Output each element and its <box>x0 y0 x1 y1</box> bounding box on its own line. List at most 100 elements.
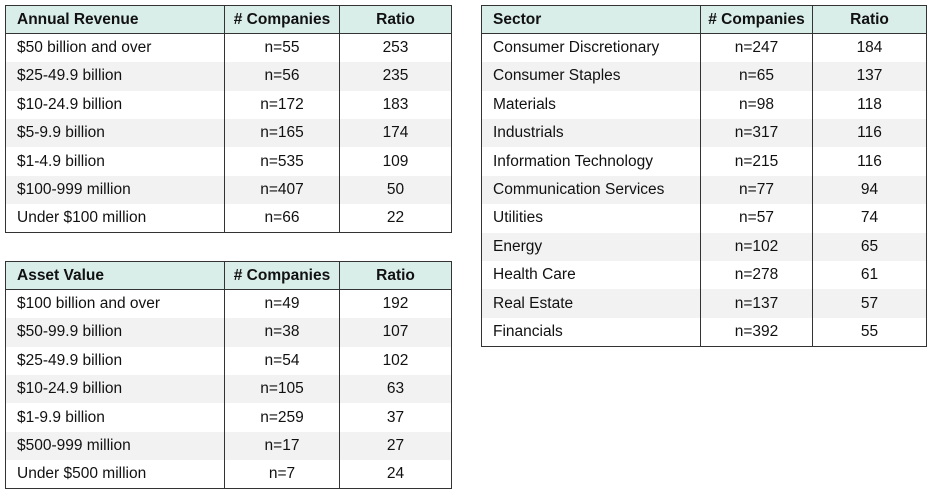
ratio-cell: 183 <box>339 90 452 120</box>
category-cell: Under $500 million <box>5 460 225 490</box>
header-category: Sector <box>481 4 701 35</box>
ratio-cell: 24 <box>339 460 452 490</box>
companies-cell: n=278 <box>700 261 813 290</box>
table-row: Utilities n=57 74 <box>481 204 927 233</box>
table-row: Energy n=102 65 <box>481 232 927 262</box>
table-row: Materials n=98 118 <box>481 90 927 120</box>
ratio-cell: 37 <box>339 403 452 432</box>
ratio-cell: 253 <box>339 33 452 63</box>
ratio-cell: 57 <box>812 289 927 318</box>
header-companies: # Companies <box>224 260 340 291</box>
category-cell: Materials <box>481 90 701 120</box>
companies-cell: n=66 <box>224 204 340 234</box>
ratio-cell: 137 <box>812 62 927 91</box>
header-category: Annual Revenue <box>5 4 225 35</box>
asset-value-table: Asset Value # Companies Ratio $100 billion … <box>5 260 452 490</box>
companies-cell: n=57 <box>700 204 813 233</box>
table-header-row: Sector # Companies Ratio <box>481 4 927 35</box>
category-cell: $5-9.9 billion <box>5 119 225 148</box>
ratio-cell: 27 <box>339 431 452 461</box>
ratio-cell: 50 <box>339 175 452 205</box>
ratio-cell: 22 <box>339 204 452 234</box>
category-cell: Real Estate <box>481 289 701 318</box>
category-cell: $500-999 million <box>5 431 225 461</box>
table-row: Information Technology n=215 116 <box>481 147 927 176</box>
table-row: $1-9.9 billion n=259 37 <box>5 403 452 432</box>
category-cell: $50-99.9 billion <box>5 318 225 347</box>
ratio-cell: 55 <box>812 317 927 347</box>
category-cell: $100-999 million <box>5 175 225 205</box>
header-ratio: Ratio <box>339 260 452 291</box>
category-cell: Industrials <box>481 119 701 148</box>
companies-cell: n=137 <box>700 289 813 318</box>
table-row: $10-24.9 billion n=172 183 <box>5 90 452 120</box>
table-row: Health Care n=278 61 <box>481 261 927 290</box>
table-row: $50 billion and over n=55 253 <box>5 33 452 63</box>
companies-cell: n=7 <box>224 460 340 490</box>
companies-cell: n=105 <box>224 375 340 404</box>
table-row: Under $100 million n=66 22 <box>5 204 452 234</box>
ratio-cell: 184 <box>812 33 927 63</box>
table-header-row: Asset Value # Companies Ratio <box>5 260 452 291</box>
companies-cell: n=17 <box>224 431 340 461</box>
table-row: $25-49.9 billion n=56 235 <box>5 62 452 91</box>
category-cell: $25-49.9 billion <box>5 62 225 91</box>
companies-cell: n=56 <box>224 62 340 91</box>
ratio-cell: 63 <box>339 375 452 404</box>
category-cell: $100 billion and over <box>5 289 225 319</box>
header-category: Asset Value <box>5 260 225 291</box>
ratio-cell: 235 <box>339 62 452 91</box>
table-row: Consumer Staples n=65 137 <box>481 62 927 91</box>
table-row: $10-24.9 billion n=105 63 <box>5 375 452 404</box>
companies-cell: n=77 <box>700 175 813 205</box>
companies-cell: n=392 <box>700 317 813 347</box>
category-cell: Consumer Staples <box>481 62 701 91</box>
companies-cell: n=165 <box>224 119 340 148</box>
category-cell: Utilities <box>481 204 701 233</box>
companies-cell: n=215 <box>700 147 813 176</box>
category-cell: $10-24.9 billion <box>5 90 225 120</box>
category-cell: $10-24.9 billion <box>5 375 225 404</box>
companies-cell: n=102 <box>700 232 813 262</box>
category-cell: Communication Services <box>481 175 701 205</box>
category-cell: Health Care <box>481 261 701 290</box>
table-header-row: Annual Revenue # Companies Ratio <box>5 4 452 35</box>
companies-cell: n=55 <box>224 33 340 63</box>
ratio-cell: 109 <box>339 147 452 176</box>
table-row: Communication Services n=77 94 <box>481 175 927 205</box>
table-row: $25-49.9 billion n=54 102 <box>5 346 452 376</box>
header-companies: # Companies <box>224 4 340 35</box>
category-cell: Under $100 million <box>5 204 225 234</box>
table-row: $50-99.9 billion n=38 107 <box>5 318 452 347</box>
table-row: Real Estate n=137 57 <box>481 289 927 318</box>
companies-cell: n=49 <box>224 289 340 319</box>
header-companies: # Companies <box>700 4 813 35</box>
header-ratio: Ratio <box>812 4 927 35</box>
table-row: Consumer Discretionary n=247 184 <box>481 33 927 63</box>
category-cell: $25-49.9 billion <box>5 346 225 376</box>
table-row: Financials n=392 55 <box>481 317 927 347</box>
ratio-cell: 192 <box>339 289 452 319</box>
companies-cell: n=407 <box>224 175 340 205</box>
ratio-cell: 74 <box>812 204 927 233</box>
companies-cell: n=247 <box>700 33 813 63</box>
ratio-cell: 102 <box>339 346 452 376</box>
annual-revenue-table: Annual Revenue # Companies Ratio $50 billio… <box>5 4 452 234</box>
category-cell: Energy <box>481 232 701 262</box>
companies-cell: n=98 <box>700 90 813 120</box>
companies-cell: n=317 <box>700 119 813 148</box>
ratio-cell: 118 <box>812 90 927 120</box>
table-row: $500-999 million n=17 27 <box>5 431 452 461</box>
ratio-cell: 174 <box>339 119 452 148</box>
companies-cell: n=259 <box>224 403 340 432</box>
category-cell: $1-4.9 billion <box>5 147 225 176</box>
ratio-cell: 116 <box>812 119 927 148</box>
ratio-cell: 94 <box>812 175 927 205</box>
category-cell: Consumer Discretionary <box>481 33 701 63</box>
ratio-cell: 61 <box>812 261 927 290</box>
header-ratio: Ratio <box>339 4 452 35</box>
table-row: Under $500 million n=7 24 <box>5 460 452 490</box>
category-cell: Financials <box>481 317 701 347</box>
category-cell: $1-9.9 billion <box>5 403 225 432</box>
category-cell: Information Technology <box>481 147 701 176</box>
